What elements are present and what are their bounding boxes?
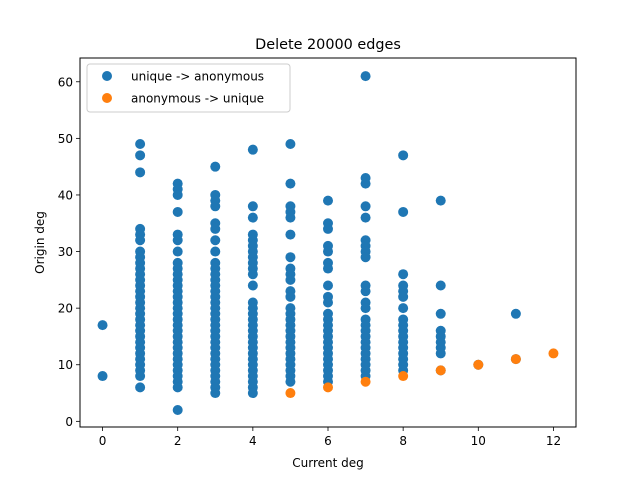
data-point-anonymous-unique <box>398 371 409 382</box>
data-point-unique-anonymous <box>97 320 108 331</box>
data-point-unique-anonymous <box>435 280 446 291</box>
data-point-unique-anonymous <box>285 376 296 387</box>
data-point-unique-anonymous <box>172 235 183 246</box>
data-point-unique-anonymous <box>360 71 371 82</box>
data-point-unique-anonymous <box>97 371 108 382</box>
data-point-unique-anonymous <box>210 388 221 399</box>
data-point-unique-anonymous <box>510 308 521 319</box>
data-point-unique-anonymous <box>360 252 371 263</box>
data-point-unique-anonymous <box>210 246 221 257</box>
data-point-unique-anonymous <box>210 201 221 212</box>
data-point-unique-anonymous <box>247 201 258 212</box>
data-point-anonymous-unique <box>510 354 521 365</box>
x-axis-ticks: 0 2 4 6 8 10 12 <box>99 427 561 448</box>
x-tick-label: 4 <box>249 434 257 448</box>
data-point-unique-anonymous <box>323 246 333 257</box>
data-point-anonymous-unique <box>473 359 484 370</box>
data-point-unique-anonymous <box>285 252 296 263</box>
data-point-unique-anonymous <box>360 303 371 314</box>
data-point-anonymous-unique <box>323 382 333 393</box>
data-point-unique-anonymous <box>398 291 409 302</box>
data-point-unique-anonymous <box>135 167 146 178</box>
y-tick-label: 60 <box>58 75 73 89</box>
x-tick-label: 2 <box>174 434 182 448</box>
plot-frame <box>79 57 577 428</box>
y-tick-label: 40 <box>58 188 73 202</box>
data-point-unique-anonymous <box>398 269 409 280</box>
data-point-unique-anonymous <box>172 382 183 393</box>
data-point-unique-anonymous <box>323 297 333 308</box>
data-point-unique-anonymous <box>323 263 333 274</box>
data-point-unique-anonymous <box>323 195 333 206</box>
data-point-unique-anonymous <box>172 189 183 200</box>
data-point-unique-anonymous <box>172 206 183 217</box>
y-tick-label: 0 <box>65 415 73 429</box>
data-point-unique-anonymous <box>135 150 146 161</box>
data-point-anonymous-unique <box>360 376 371 387</box>
y-tick-label: 10 <box>58 358 73 372</box>
data-point-anonymous-unique <box>285 388 296 399</box>
data-point-unique-anonymous <box>247 388 258 399</box>
y-axis-ticks: 0 10 20 30 40 50 60 <box>58 75 80 429</box>
y-axis-label: Origin deg <box>33 211 47 274</box>
data-point-unique-anonymous <box>360 212 371 223</box>
data-point-unique-anonymous <box>398 303 409 314</box>
data-point-unique-anonymous <box>435 348 446 359</box>
data-point-unique-anonymous <box>435 308 446 319</box>
data-point-unique-anonymous <box>398 206 409 217</box>
data-point-unique-anonymous <box>285 178 296 189</box>
data-point-unique-anonymous <box>247 269 258 280</box>
legend-label-anonymous-unique: anonymous -> unique <box>131 92 264 106</box>
data-point-unique-anonymous <box>360 286 371 297</box>
data-point-unique-anonymous <box>323 223 333 234</box>
y-tick-label: 50 <box>58 132 73 146</box>
data-point-unique-anonymous <box>210 235 221 246</box>
data-point-unique-anonymous <box>360 201 371 212</box>
data-point-unique-anonymous <box>285 212 296 223</box>
data-point-unique-anonymous <box>285 229 296 240</box>
y-tick-label: 20 <box>58 302 73 316</box>
x-tick-label: 6 <box>324 434 332 448</box>
legend-marker-unique-anonymous <box>102 71 112 81</box>
chart-title: Delete 20000 edges <box>255 37 401 53</box>
data-point-unique-anonymous <box>285 274 296 285</box>
data-point-unique-anonymous <box>435 195 446 206</box>
data-point-unique-anonymous <box>247 212 258 223</box>
data-point-unique-anonymous <box>210 223 221 234</box>
data-point-unique-anonymous <box>323 280 333 291</box>
data-point-unique-anonymous <box>135 235 146 246</box>
data-point-unique-anonymous <box>360 178 371 189</box>
data-point-unique-anonymous <box>135 371 146 382</box>
data-point-unique-anonymous <box>135 382 146 393</box>
x-tick-label: 10 <box>471 434 486 448</box>
data-point-unique-anonymous <box>247 144 258 155</box>
x-tick-label: 0 <box>99 434 107 448</box>
y-tick-label: 30 <box>58 245 73 259</box>
data-point-unique-anonymous <box>172 246 183 257</box>
x-axis-label: Current deg <box>292 456 364 470</box>
x-tick-label: 12 <box>546 434 561 448</box>
data-point-unique-anonymous <box>210 161 221 172</box>
data-point-unique-anonymous <box>285 291 296 302</box>
data-point-unique-anonymous <box>135 139 146 150</box>
legend-marker-anonymous-unique <box>102 93 112 103</box>
legend: unique -> anonymous anonymous -> unique <box>86 63 291 113</box>
data-point-unique-anonymous <box>398 150 409 161</box>
data-point-unique-anonymous <box>172 405 183 416</box>
legend-box <box>86 63 291 113</box>
data-point-unique-anonymous <box>247 280 258 291</box>
data-point-unique-anonymous <box>285 139 296 150</box>
points-layer <box>97 71 559 416</box>
x-tick-label: 8 <box>399 434 407 448</box>
data-point-anonymous-unique <box>548 348 559 359</box>
legend-label-unique-anonymous: unique -> anonymous <box>131 70 264 84</box>
data-point-anonymous-unique <box>435 365 446 376</box>
